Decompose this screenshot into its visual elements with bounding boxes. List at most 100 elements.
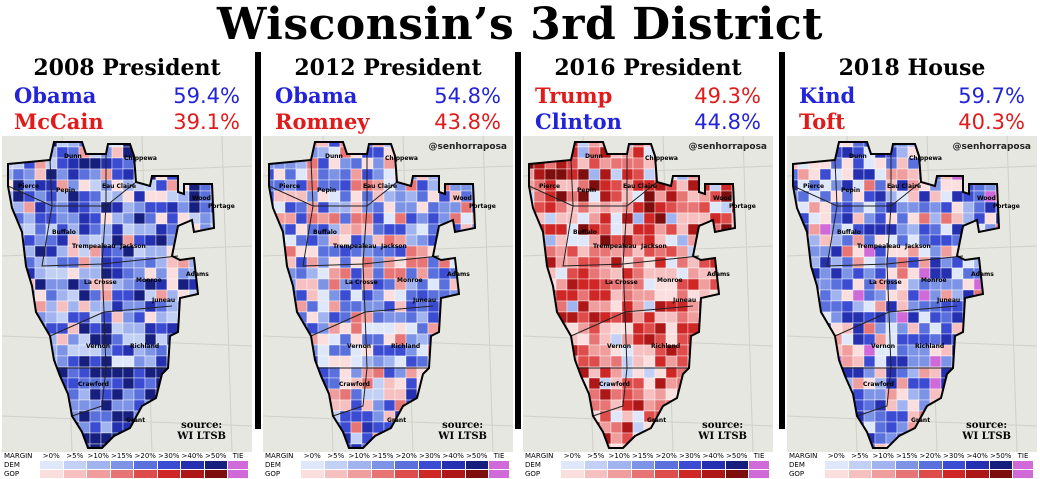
legend-bin-label: >50% bbox=[726, 452, 748, 460]
credit-handle: @senhorraposa bbox=[952, 142, 1031, 152]
legend-swatch bbox=[942, 461, 965, 469]
legend-swatch bbox=[348, 461, 371, 469]
legend-swatch bbox=[371, 461, 394, 469]
legend-swatch bbox=[848, 470, 871, 478]
legend-swatch bbox=[919, 470, 942, 478]
legend-swatch bbox=[63, 470, 86, 478]
legend-swatch bbox=[655, 461, 678, 469]
legend-swatch bbox=[181, 470, 204, 478]
credit-handle: @senhorraposa bbox=[428, 142, 507, 152]
district-map: Dunn Chippewa Pierce Pepin Eau Claire Buffalo… bbox=[787, 136, 1037, 452]
map-panel: 2016 President Trump 49.3% Clinton 44.8% Dunn… bbox=[521, 52, 775, 479]
legend-swatch bbox=[895, 470, 918, 478]
legend-bin-label: >20% bbox=[655, 452, 677, 460]
legend-swatch bbox=[989, 470, 1012, 478]
panel-title: 2018 House bbox=[838, 55, 986, 81]
legend-swatch bbox=[678, 470, 701, 478]
county-label: Wood bbox=[192, 195, 211, 202]
county-label: Grant bbox=[387, 417, 406, 424]
legend-tie-label: TIE bbox=[232, 452, 244, 460]
candidate-name: Trump bbox=[535, 83, 613, 108]
legend-swatch bbox=[442, 470, 465, 478]
county-label: Grant bbox=[911, 417, 930, 424]
county-label: La Crosse bbox=[84, 279, 117, 286]
county-label: Monroe bbox=[397, 277, 423, 284]
county-label: Crawford bbox=[599, 381, 630, 388]
legend-swatch bbox=[134, 461, 157, 469]
legend-swatch bbox=[442, 461, 465, 469]
county-label: Portage bbox=[993, 203, 1020, 210]
legend-tie-label: TIE bbox=[493, 452, 505, 460]
county-label: Juneau bbox=[151, 297, 175, 304]
legend-bin-label: >0% bbox=[303, 452, 321, 460]
legend-bin-label: >40% bbox=[966, 452, 988, 460]
county-label: Grant bbox=[647, 417, 666, 424]
county-label: Trempealeau bbox=[857, 243, 901, 250]
county-label: Trempealeau bbox=[72, 243, 116, 250]
county-label: Chippewa bbox=[909, 155, 942, 162]
legend-bin-label: >10% bbox=[348, 452, 370, 460]
district-map: Dunn Chippewa Pierce Pepin Eau Claire Buffalo… bbox=[523, 136, 773, 452]
legend-swatch bbox=[348, 470, 371, 478]
map-svg: Dunn Chippewa Pierce Pepin Eau Claire Buffalo… bbox=[263, 136, 513, 452]
county-label: Crawford bbox=[339, 381, 370, 388]
source-note: source: WI LTSB bbox=[962, 420, 1011, 442]
county-label: Vernon bbox=[607, 343, 631, 350]
legend-swatch bbox=[301, 461, 324, 469]
margin-legend: MARGIN >0% >5% >10% >15% >20% >30% >40% >50% TIE D… bbox=[523, 452, 773, 479]
legend-tie-swatch bbox=[1013, 461, 1033, 469]
panel-title: 2008 President bbox=[33, 55, 221, 81]
county-label: Pepin bbox=[317, 187, 336, 194]
legend-swatch bbox=[204, 470, 227, 478]
county-label: Juneau bbox=[936, 297, 960, 304]
county-label: Jackson bbox=[640, 243, 667, 250]
candidate-row: Obama 54.8% bbox=[261, 82, 515, 110]
legend-swatch bbox=[87, 470, 110, 478]
county-label: Adams bbox=[186, 271, 209, 278]
candidate-row: Clinton 44.8% bbox=[521, 108, 775, 136]
county-label: Dunn bbox=[849, 153, 867, 160]
county-label: Wood bbox=[453, 195, 472, 202]
source-note: source: WI LTSB bbox=[177, 420, 226, 442]
legend-row-label: DEM bbox=[789, 461, 805, 469]
legend-bin-label: >30% bbox=[679, 452, 701, 460]
county-label: Juneau bbox=[672, 297, 696, 304]
credit-handle: @senhorraposa bbox=[688, 142, 767, 152]
legend-bin-label: >30% bbox=[158, 452, 180, 460]
legend-swatch bbox=[465, 461, 488, 469]
county-label: Jackson bbox=[119, 243, 146, 250]
county-label: Pepin bbox=[577, 187, 596, 194]
county-label: Buffalo bbox=[837, 229, 861, 236]
map-panel: 2012 President Obama 54.8% Romney 43.8% Dunn C… bbox=[261, 52, 515, 479]
candidate-name: Romney bbox=[275, 109, 370, 134]
candidate-percent: 59.4% bbox=[173, 84, 240, 108]
legend-swatch bbox=[942, 470, 965, 478]
legend-row-label: MARGIN bbox=[525, 452, 554, 460]
legend-bin-label: >10% bbox=[872, 452, 894, 460]
county-label: Adams bbox=[707, 271, 730, 278]
legend-row-label: GOP bbox=[265, 470, 281, 478]
legend-swatch bbox=[134, 470, 157, 478]
legend-row-label: GOP bbox=[4, 470, 20, 478]
county-label: La Crosse bbox=[345, 279, 378, 286]
legend-bin-label: >40% bbox=[442, 452, 464, 460]
legend-swatch bbox=[324, 470, 347, 478]
county-label: Wood bbox=[713, 195, 732, 202]
county-label: Dunn bbox=[585, 153, 603, 160]
legend-tie-swatch bbox=[749, 470, 769, 478]
legend-bin-label: >5% bbox=[66, 452, 84, 460]
candidate-name: Toft bbox=[799, 109, 845, 134]
county-label: Dunn bbox=[64, 153, 82, 160]
candidate-name: Obama bbox=[14, 83, 97, 108]
legend-bin-label: >5% bbox=[587, 452, 605, 460]
map-svg: Dunn Chippewa Pierce Pepin Eau Claire Buffalo… bbox=[523, 136, 773, 452]
legend-bin-label: >50% bbox=[466, 452, 488, 460]
county-label: Portage bbox=[729, 203, 756, 210]
legend-swatch bbox=[895, 461, 918, 469]
county-label: Richland bbox=[391, 343, 420, 350]
legend-swatch bbox=[608, 470, 631, 478]
legend-row-label: DEM bbox=[265, 461, 281, 469]
legend-swatch bbox=[919, 461, 942, 469]
legend-swatch bbox=[157, 461, 180, 469]
legend-tie-swatch bbox=[1013, 470, 1033, 478]
